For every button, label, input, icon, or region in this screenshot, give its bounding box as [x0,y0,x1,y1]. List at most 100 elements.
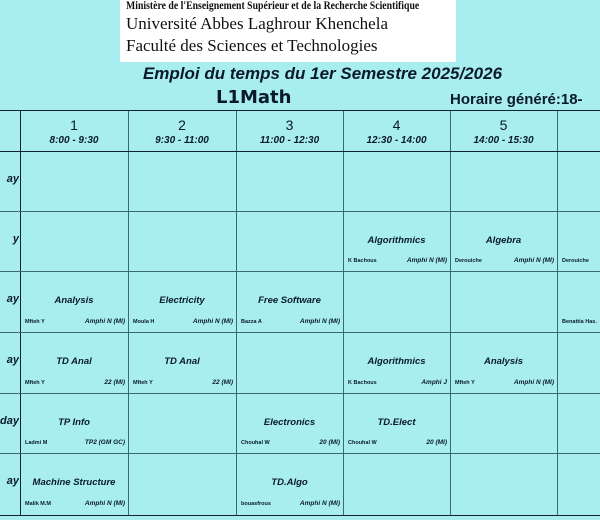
teacher-name: Benattia Has. [562,319,597,325]
grid-line [0,151,600,152]
course-cell[interactable]: TD Anal Mfteh Y 22 (MI) [128,332,236,393]
course-cell[interactable]: Electricity Moula H Amphi N (MI) [128,271,236,332]
slot-time: 8:00 - 9:30 [49,135,99,146]
column-header: 5 14:00 - 15:30 [450,111,557,151]
teacher-name: Ladmi M [25,440,48,446]
course-name: TD.Elect [377,417,416,428]
course-cell[interactable]: Electronics Chouhal W 20 (MI) [236,393,343,453]
grid-line [128,111,129,515]
generated-date: Horaire généré:18- [450,91,583,108]
timetable-title: Emploi du temps du 1er Semestre 2025/202… [142,64,503,83]
course-cell[interactable]: TD.Elect Chouhal W 20 (MI) [343,393,450,453]
course-name: Free Software [258,295,321,306]
slot-number: 5 [499,117,508,133]
course-name: Analysis [483,356,524,367]
slot-number: 2 [178,117,186,133]
teacher-name: bouasfrous [241,501,271,507]
course-cell[interactable]: E. [557,332,600,393]
course-name: Algorithmics [367,356,426,367]
course-cell[interactable]: TP Info Ladmi M TP2 (GM GC) [20,393,128,453]
room-name: Amphi N (MI) [299,318,340,325]
room-name: 20 (MI) [426,439,447,446]
course-name: Algebra [485,235,522,246]
ministry-name: Ministère de l'Enseignement Supérieur et… [126,0,420,12]
teacher-name: Chouhal W [348,440,377,446]
faculty-name: Faculté des Sciences et Technologies [126,36,378,55]
teacher-name: Mfteh Y [133,380,153,386]
course-name: T. [557,235,600,246]
grid-line [0,453,600,454]
column-header: 2 9:30 - 11:00 [128,111,236,151]
teacher-name: Chouhal W [241,440,270,446]
slot-time: 14:00 - 15:30 [473,135,534,146]
teacher-name: Derouiche [455,258,482,264]
course-cell[interactable]: Free Software Bazza A Amphi N (MI) [236,271,343,332]
day-label: y [12,233,19,245]
room-name: Amphi N (MI) [299,500,340,507]
room-name: 22 (MI) [104,379,125,386]
grid-line [343,111,344,515]
teacher-name: Derouiche [562,258,589,264]
slot-time: 15:3 [557,135,600,147]
course-cell[interactable]: Machine Structure Malik M.M Amphi N (MI) [20,453,128,514]
slot-time: 12:30 - 14:00 [366,135,427,146]
room-name: 22 (MI) [212,379,233,386]
teacher-name: K Bachous [348,380,377,386]
course-name: Electronics [263,417,316,428]
course-cell[interactable]: TD Anal Mfteh Y 22 (MI) [20,332,128,393]
grid-line [450,111,451,515]
room-name: Amphi J [421,379,447,386]
column-header: 3 11:00 - 12:30 [236,111,343,151]
room-name: Amphi N (MI) [513,257,554,264]
course-name: TD Anal [56,356,92,367]
course-cell[interactable]: Analysis Mfteh Y Amphi N (MI) [20,271,128,332]
teacher-name: Mfteh Y [25,319,45,325]
teacher-name: Mfteh Y [455,380,475,386]
course-name: TP Info [58,417,90,428]
day-label: ay [6,293,19,305]
grid-line [557,111,558,515]
course-cell[interactable]: Algebra Derouiche Amphi N (MI) [450,211,557,271]
column-header: 15:3 [557,111,600,151]
course-cell[interactable]: Algorithmics K Bachous Amphi J [343,332,450,393]
day-label: day [0,415,19,427]
day-label: ay [6,475,19,487]
course-name: TD [557,295,600,306]
timetable-grid: 1 8:00 - 9:30 2 9:30 - 11:00 3 11:00 - 12:30 4… [0,110,600,516]
teacher-name: Mfteh Y [25,380,45,386]
grid-line [0,271,600,272]
slot-time: 11:00 - 12:30 [259,135,320,146]
university-name: Université Abbes Laghrour Khenchela [126,14,388,33]
course-name: Machine Structure [32,477,116,488]
slot-number: 4 [392,117,401,133]
course-name: TD Anal [164,356,200,367]
course-cell[interactable]: Analysis Mfteh Y Amphi N (MI) [450,332,557,393]
room-name: TP2 (GM GC) [84,439,125,446]
course-cell[interactable]: TD Benattia Has. [557,271,600,332]
slot-number: 3 [285,117,294,133]
day-label: ay [6,354,19,366]
room-name: Amphi N (MI) [513,379,554,386]
grid-line [0,332,600,333]
room-name: Amphi N (MI) [84,500,125,507]
course-cell[interactable]: TD.Algo bouasfrous Amphi N (MI) [236,453,343,514]
teacher-name: Malik M.M [25,501,51,507]
column-header: 1 8:00 - 9:30 [20,111,128,151]
course-name: Electricity [159,295,205,306]
room-name: Amphi N (MI) [406,257,447,264]
course-cell[interactable]: T. Derouiche [557,211,600,271]
course-cell[interactable]: Algorithmics K Bachous Amphi N (MI) [343,211,450,271]
day-label: ay [6,173,19,185]
teacher-name: K Bachous [348,258,377,264]
room-name: Amphi N (MI) [192,318,233,325]
institution-header: Ministère de l'Enseignement Supérieur et… [120,0,456,62]
course-name: Analysis [54,295,94,306]
course-name: E. [557,356,600,367]
grid-line [0,393,600,394]
course-name: Algorithmics [367,235,426,246]
group-name: L1Math [216,87,292,108]
room-name: Amphi N (MI) [84,318,125,325]
slot-number: 1 [70,117,78,133]
teacher-name: Moula H [133,319,155,325]
grid-line [236,111,237,515]
